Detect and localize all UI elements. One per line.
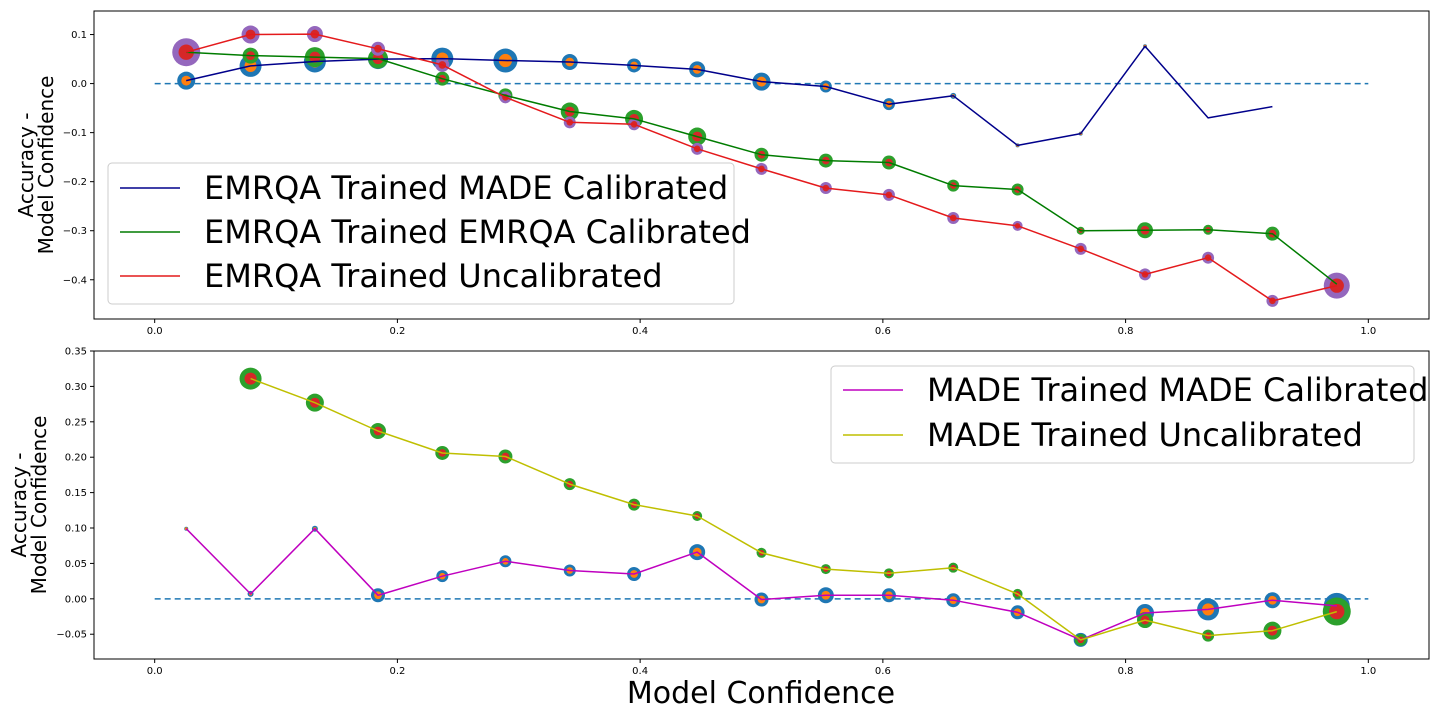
bottom-y-tick-label: −0.05 [56, 630, 87, 641]
x-axis-title: Model Confidence [627, 676, 895, 711]
bottom-y-tick-label: 0.35 [65, 347, 87, 358]
top-chart-panel: 0.0 0.2 0.4 0.6 0.8 1.0 0.1 0.0 −0.1 −0.2 −0.3 −0.4… [63, 10, 1430, 337]
bottom-x-tick-label: 1.0 [1360, 666, 1376, 677]
bottom-y-tick-label: 0.10 [65, 524, 87, 535]
bottom-x-tick-label: 0.4 [632, 666, 648, 677]
bottom-y-tick-label: 0.25 [65, 417, 87, 428]
bottom-series0-line [185, 527, 1337, 641]
bottom-x-tick-label: 0.8 [1118, 666, 1134, 677]
bottom-chart-frame [93, 350, 1430, 660]
bottom-series1-marker-core [244, 372, 257, 385]
top-chart-ylabel-line1: Accuracy - [14, 113, 38, 218]
bottom-series1-line [250, 377, 1338, 641]
top-series0-line [186, 45, 1273, 147]
bottom-legend-box [830, 365, 1415, 464]
top-y-tick-label: −0.1 [63, 128, 87, 139]
top-y-tick-label: 0.0 [71, 79, 87, 90]
bottom-x-tick-label: 0.6 [875, 666, 891, 677]
bottom-legend-label-1: MADE Trained Uncalibrated [927, 416, 1363, 454]
top-x-tick-label: 0.2 [389, 326, 405, 337]
top-y-tick-label: −0.2 [63, 177, 87, 188]
top-chart-ylabel-line2: Model Confidence [34, 76, 58, 255]
top-x-tick-label: 0.4 [632, 326, 648, 337]
top-series2-line [186, 33, 1337, 302]
top-x-tick-label: 1.0 [1360, 326, 1376, 337]
top-series1-line [186, 51, 1338, 285]
bottom-legend-label-0: MADE Trained MADE Calibrated [927, 371, 1428, 409]
top-x-tick-label: 0.8 [1118, 326, 1134, 337]
top-legend-box [107, 162, 735, 305]
bottom-y-tick-label: 0.30 [65, 382, 87, 393]
top-x-tick-label: 0.6 [875, 326, 891, 337]
bottom-y-tick-label: 0.15 [65, 488, 87, 499]
top-y-tick-label: −0.4 [63, 275, 87, 286]
top-legend-label-1: EMRQA Trained EMRQA Calibrated [204, 213, 751, 251]
top-legend-label-2: EMRQA Trained Uncalibrated [204, 257, 663, 295]
bottom-chart-panel: 0.0 0.2 0.4 0.6 0.8 1.0 0.35 0.30 0.25 0.20 0.15 0.… [56, 347, 1430, 677]
bottom-y-tick-label: 0.20 [65, 453, 87, 464]
top-y-tick-label: −0.3 [63, 226, 87, 237]
top-chart-frame [93, 10, 1430, 320]
top-legend-label-0: EMRQA Trained MADE Calibrated [204, 169, 728, 207]
bottom-chart-ylabel-line2: Model Confidence [27, 416, 51, 595]
top-x-tick-label: 0.0 [147, 326, 163, 337]
bottom-x-tick-label: 0.0 [147, 666, 163, 677]
top-y-tick-label: 0.1 [71, 30, 87, 41]
bottom-y-tick-label: 0.05 [65, 559, 87, 570]
bottom-x-tick-label: 0.2 [389, 666, 405, 677]
bottom-chart-ylabel-line1: Accuracy - [7, 453, 31, 558]
bottom-y-tick-label: 0.00 [65, 594, 87, 605]
